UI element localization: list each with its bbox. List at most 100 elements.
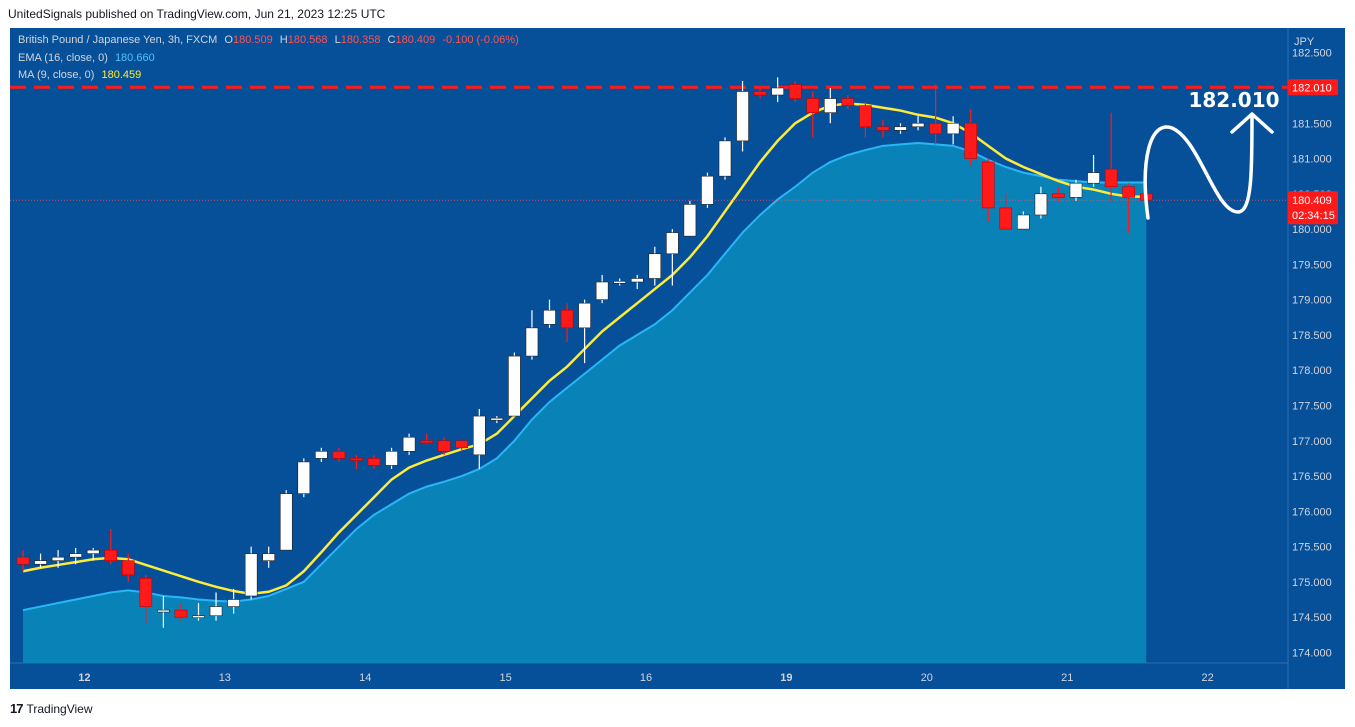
candle-body[interactable] <box>472 415 486 456</box>
candle-body[interactable] <box>420 440 433 444</box>
candle-body[interactable] <box>806 98 820 113</box>
candle-body[interactable] <box>525 327 539 357</box>
time-tick-label: 16 <box>640 672 652 684</box>
candle-body[interactable] <box>718 140 732 177</box>
legend-low-label: L <box>334 34 341 46</box>
candle-body[interactable] <box>1052 193 1065 198</box>
candle-body[interactable] <box>911 122 925 128</box>
legend-ma-row[interactable]: MA (9, close, 0) 180.459 <box>18 69 145 81</box>
candle-body[interactable] <box>1122 186 1135 198</box>
candle-body[interactable] <box>613 280 627 284</box>
candle-body[interactable] <box>455 440 469 449</box>
price-tick-label: 182.500 <box>1292 48 1332 60</box>
legend-symbol: British Pound / Japanese Yen, 3h, FXCM <box>18 34 218 46</box>
candle-body[interactable] <box>385 451 398 466</box>
candle-body[interactable] <box>823 98 837 113</box>
candle-body[interactable] <box>595 281 609 300</box>
legend-close: 180.409 <box>395 34 436 46</box>
candle-body[interactable] <box>350 458 363 461</box>
price-tick-label: 179.500 <box>1292 259 1332 271</box>
time-tick-label: 22 <box>1202 672 1214 684</box>
candle-body[interactable] <box>648 253 662 279</box>
candle-body[interactable] <box>560 309 574 329</box>
candle-body[interactable] <box>104 549 118 561</box>
time-tick-label: 12 <box>78 672 90 684</box>
candle-body[interactable] <box>1017 214 1030 230</box>
time-tick-label: 14 <box>359 672 371 684</box>
candle-body[interactable] <box>139 578 153 607</box>
candle-body[interactable] <box>1034 193 1048 216</box>
candle-body[interactable] <box>367 458 381 466</box>
candle-body[interactable] <box>227 599 240 607</box>
candle-body[interactable] <box>788 84 802 99</box>
candle-body[interactable] <box>262 553 276 561</box>
price-tick-label: 178.500 <box>1292 330 1332 342</box>
candle-body[interactable] <box>929 122 942 135</box>
price-tick-label: 176.000 <box>1292 506 1332 518</box>
time-tick-label: 19 <box>780 672 792 684</box>
price-tick-label: 175.000 <box>1292 577 1332 589</box>
candle-body[interactable] <box>209 606 223 617</box>
price-tick-label: 174.000 <box>1292 647 1332 659</box>
candle-body[interactable] <box>51 556 65 561</box>
candle-body[interactable] <box>1069 182 1083 198</box>
candle-body[interactable] <box>946 122 960 135</box>
price-tick-label: 177.000 <box>1292 436 1332 448</box>
candle-body[interactable] <box>508 355 521 417</box>
candle-body[interactable] <box>490 417 504 421</box>
price-tick-label: 175.500 <box>1292 542 1332 554</box>
price-tick-label: 174.500 <box>1292 612 1332 624</box>
price-tick-label: 176.500 <box>1292 471 1332 483</box>
candle-body[interactable] <box>332 451 346 459</box>
candle-body[interactable] <box>859 105 872 128</box>
legend-ma-label: MA (9, close, 0) <box>18 69 95 81</box>
legend-high-label: H <box>279 34 288 46</box>
price-tick-label: 179.000 <box>1292 295 1332 307</box>
candle-body[interactable] <box>753 91 767 96</box>
candle-body[interactable] <box>244 553 258 597</box>
candle-body[interactable] <box>666 232 679 255</box>
legend-ohlc-row: British Pound / Japanese Yen, 3h, FXCM O… <box>18 34 523 46</box>
legend-high: 180.568 <box>287 34 328 46</box>
candle-body[interactable] <box>999 207 1013 230</box>
candle-body[interactable] <box>876 126 890 131</box>
candle-body[interactable] <box>402 436 416 452</box>
candle-body[interactable] <box>981 161 995 209</box>
candle-body[interactable] <box>736 91 749 142</box>
candle-body[interactable] <box>122 560 135 576</box>
candle-body[interactable] <box>630 278 644 283</box>
candle-body[interactable] <box>69 553 82 558</box>
candle-body[interactable] <box>1104 168 1118 188</box>
legend-ema-row[interactable]: EMA (16, close, 0) 180.660 <box>18 52 159 64</box>
candle-body[interactable] <box>16 556 30 565</box>
candle-body[interactable] <box>964 122 978 159</box>
candle-body[interactable] <box>578 302 591 329</box>
candle-body[interactable] <box>157 609 170 613</box>
candle-body[interactable] <box>34 560 47 565</box>
time-tick-label: 20 <box>921 672 933 684</box>
price-tick-label: 180.000 <box>1292 224 1332 236</box>
candle-body[interactable] <box>543 309 556 325</box>
ema-line <box>22 142 1147 612</box>
target-price-annotation: 182.010 <box>1188 88 1279 112</box>
candle-body[interactable] <box>86 549 100 554</box>
candle-body[interactable] <box>1087 172 1100 184</box>
last-price-countdown: 02:34:15 <box>1292 210 1335 222</box>
candle-body[interactable] <box>771 87 784 96</box>
candle-body[interactable] <box>315 451 328 459</box>
legend-close-label: C <box>387 34 396 46</box>
candle-body[interactable] <box>701 175 714 205</box>
candle-body[interactable] <box>437 440 451 452</box>
candle-body[interactable] <box>279 493 293 551</box>
time-tick-label: 21 <box>1061 672 1073 684</box>
candle-body[interactable] <box>174 609 188 618</box>
candle-body[interactable] <box>192 615 205 619</box>
footer-brand[interactable]: 17 TradingView <box>10 701 93 716</box>
legend-open: 180.509 <box>232 34 273 46</box>
legend-low: 180.358 <box>340 34 381 46</box>
candle-body[interactable] <box>894 126 907 131</box>
candle-body[interactable] <box>683 204 697 237</box>
candle-body[interactable] <box>841 98 855 106</box>
candle-body[interactable] <box>297 461 311 494</box>
